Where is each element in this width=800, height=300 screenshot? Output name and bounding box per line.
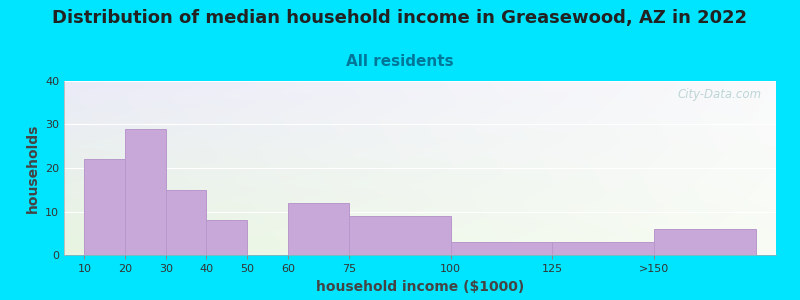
Bar <box>125 129 166 255</box>
Bar <box>288 203 349 255</box>
Text: City-Data.com: City-Data.com <box>678 88 762 101</box>
Bar <box>450 242 552 255</box>
Bar <box>84 159 125 255</box>
X-axis label: household income ($1000): household income ($1000) <box>316 280 524 294</box>
Bar <box>206 220 247 255</box>
Bar <box>654 229 756 255</box>
Text: Distribution of median household income in Greasewood, AZ in 2022: Distribution of median household income … <box>53 9 747 27</box>
Y-axis label: households: households <box>26 123 39 213</box>
Text: All residents: All residents <box>346 54 454 69</box>
Bar <box>349 216 450 255</box>
Bar <box>166 190 206 255</box>
Bar <box>552 242 654 255</box>
